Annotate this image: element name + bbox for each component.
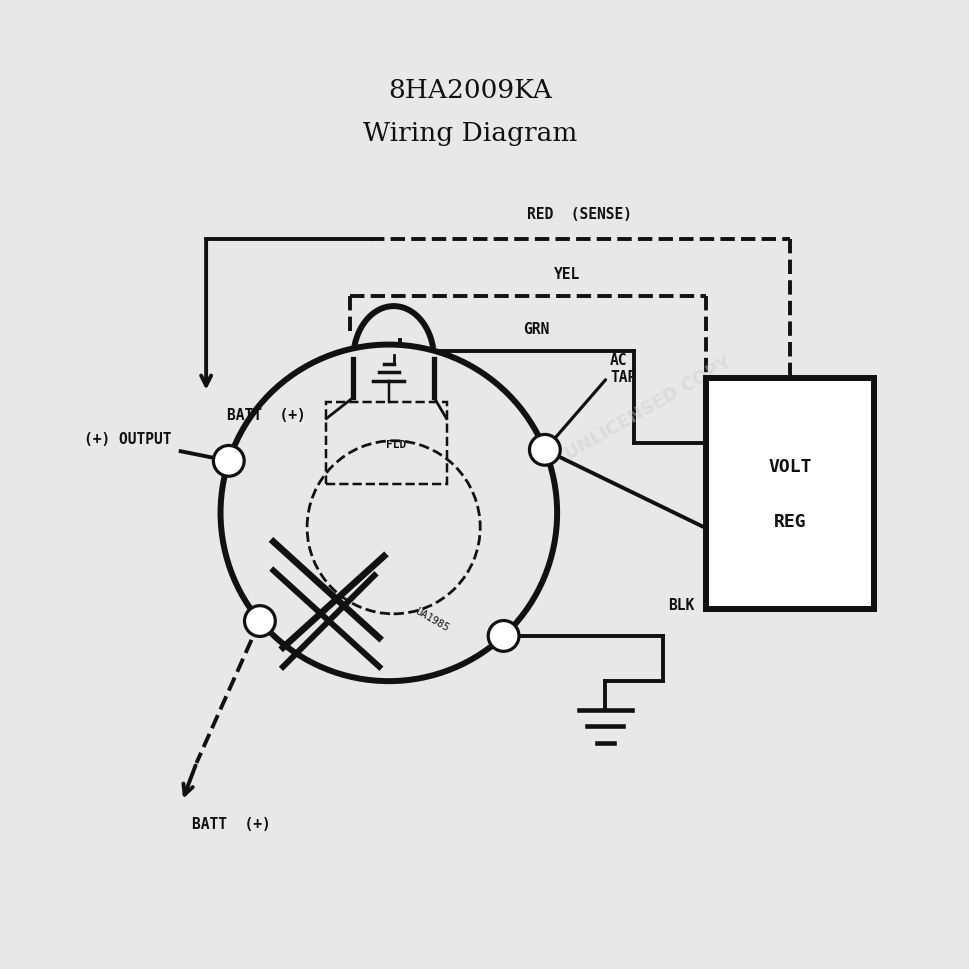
Circle shape [244,606,275,637]
Circle shape [529,435,560,466]
Text: FLD: FLD [386,439,406,450]
Text: BLK: BLK [667,597,693,612]
Text: REG: REG [773,513,806,531]
Text: VOLT: VOLT [767,457,811,476]
Bar [705,379,874,610]
Circle shape [220,345,556,681]
Text: RED  (SENSE): RED (SENSE) [527,207,632,222]
Circle shape [487,621,518,651]
Text: UNLICENSED COPY: UNLICENSED COPY [561,353,735,462]
Text: BATT  (+): BATT (+) [227,408,305,422]
Text: UA1985: UA1985 [413,606,451,633]
Text: YEL: YEL [553,266,579,282]
Circle shape [213,446,244,477]
Text: GRN: GRN [523,322,549,336]
Text: (+) OUTPUT: (+) OUTPUT [83,432,171,447]
Text: Wiring Diagram: Wiring Diagram [363,121,578,146]
Text: AC
TAP: AC TAP [610,353,636,385]
Text: BATT  (+): BATT (+) [192,816,270,830]
Text: 8HA2009KA: 8HA2009KA [389,78,552,103]
Bar [326,403,446,484]
